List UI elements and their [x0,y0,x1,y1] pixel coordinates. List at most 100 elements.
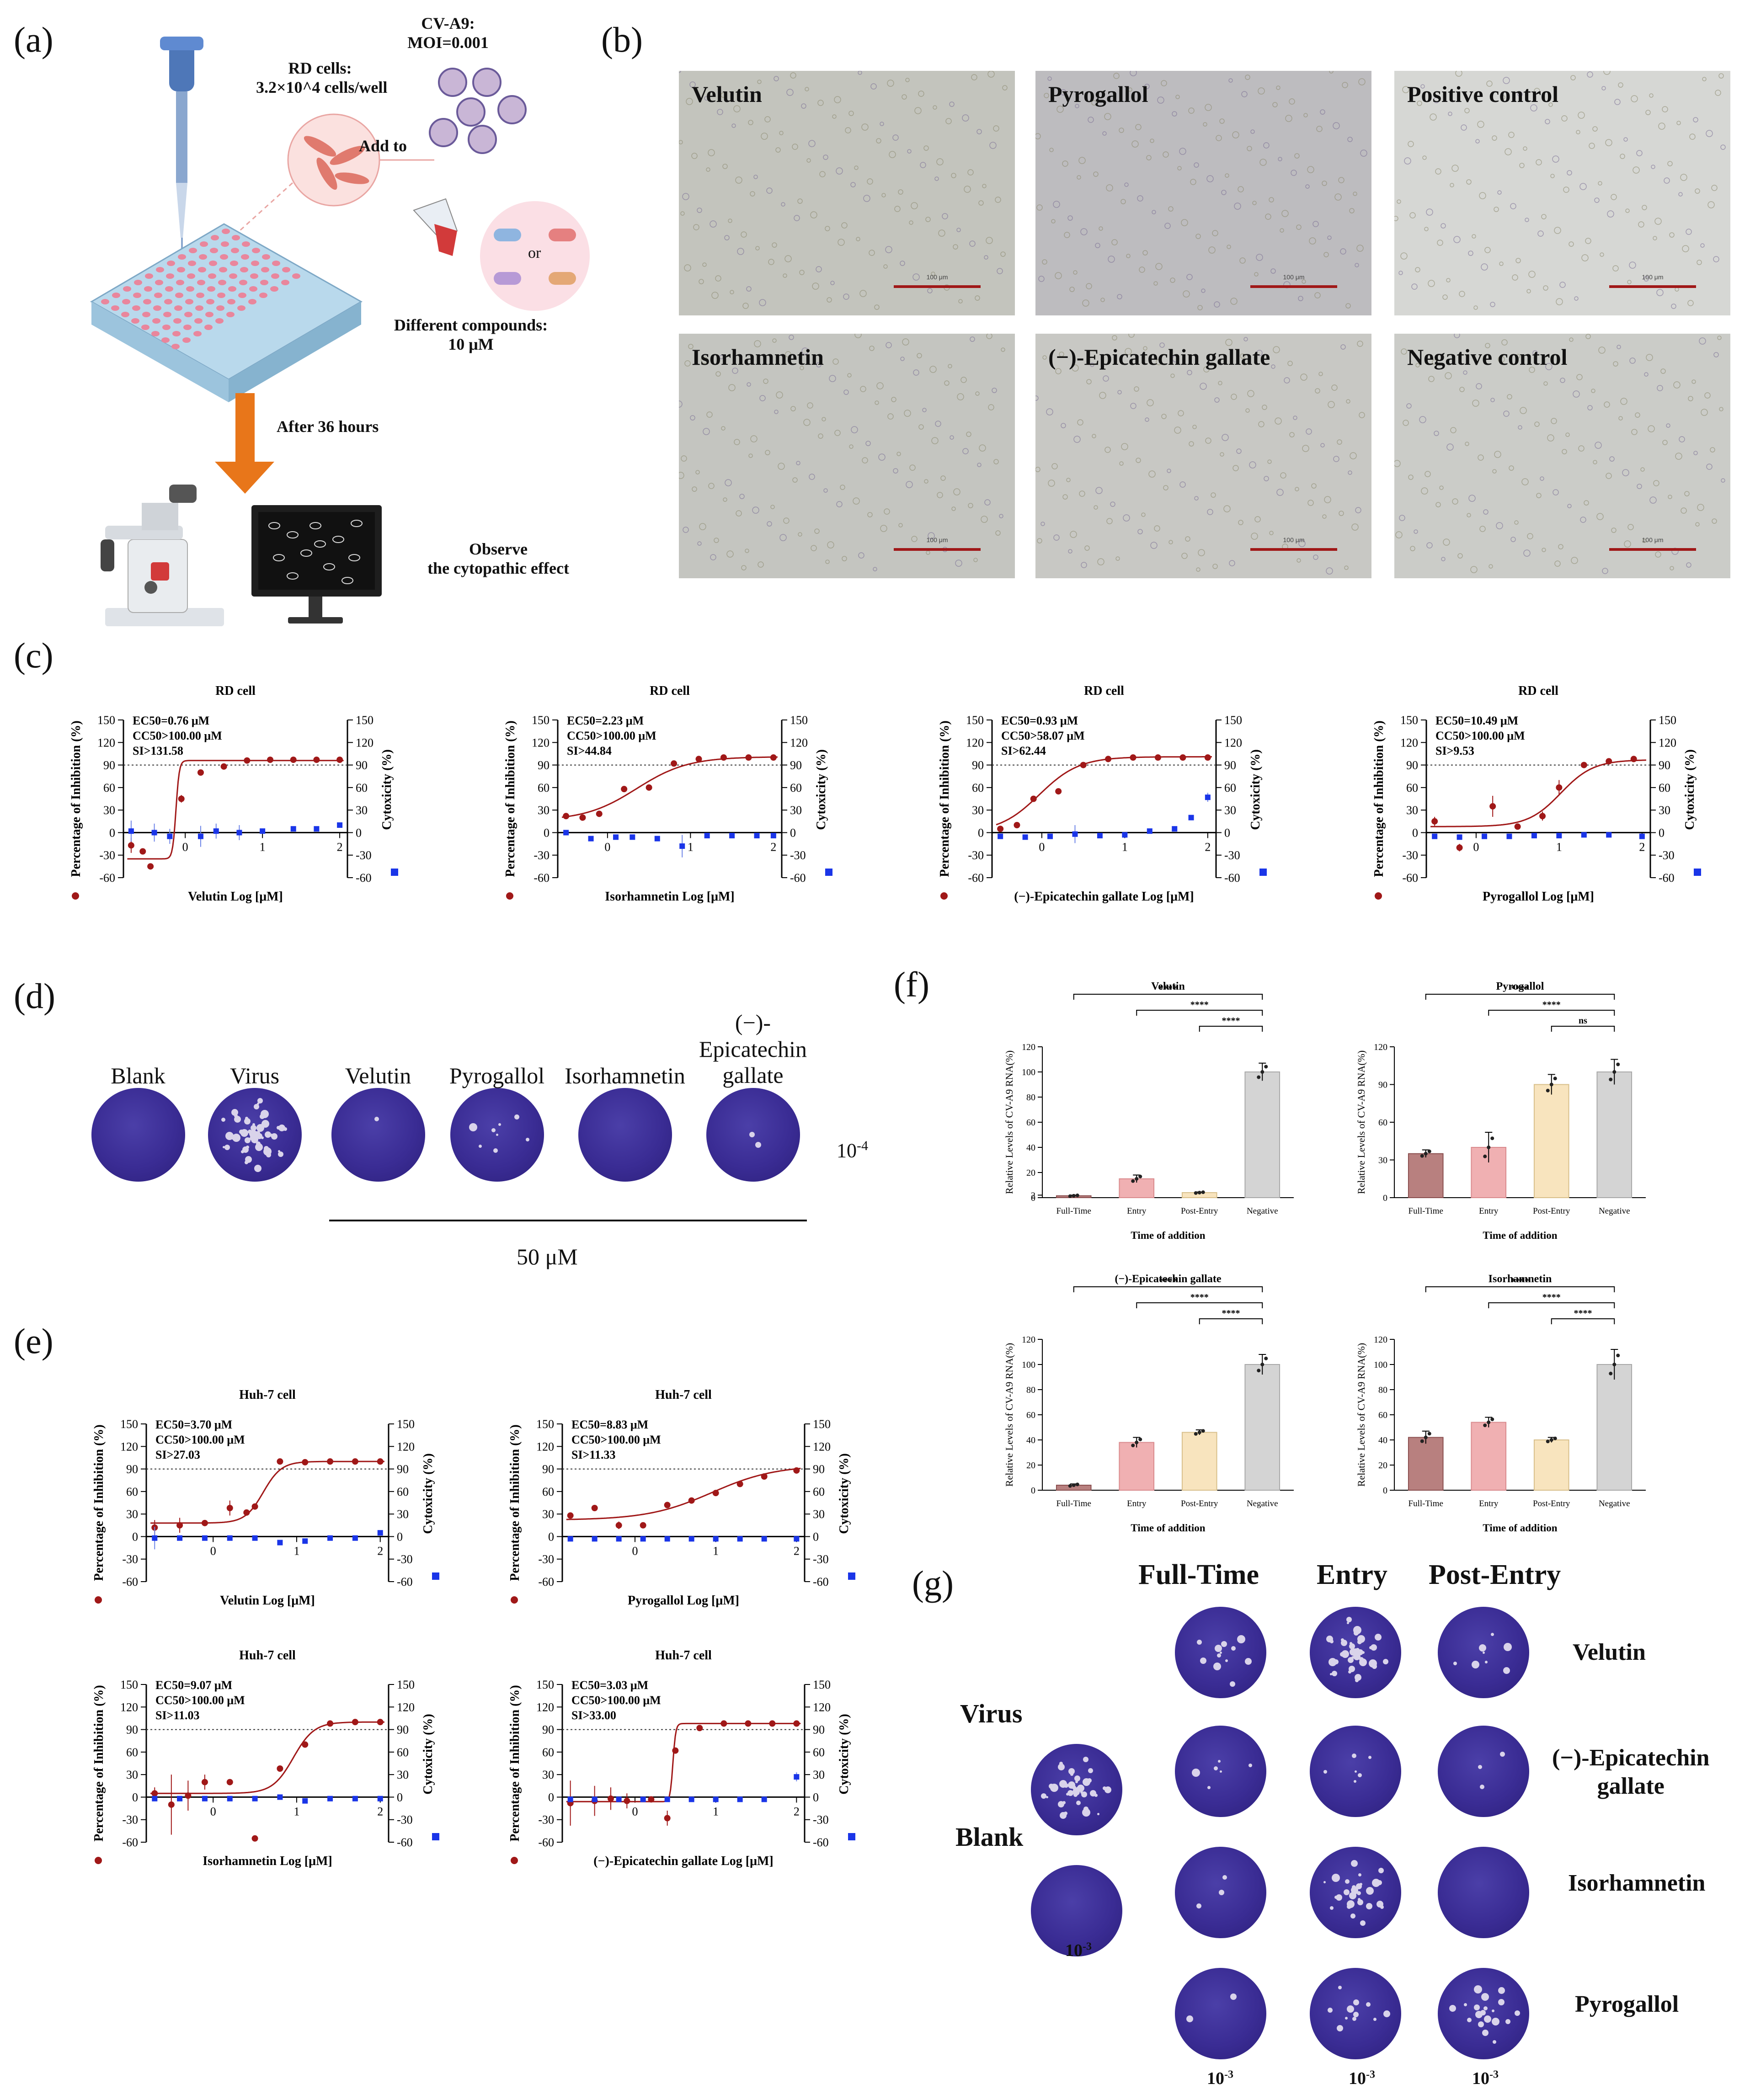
plate-well [228,286,236,292]
plaque [1080,1791,1083,1794]
y-tick-label: -30 [99,849,115,862]
plaque-dish-g [1310,1607,1401,1698]
micrograph-texture [1035,334,1365,575]
plaque [469,1123,477,1132]
plaque [245,1116,249,1120]
panel-label-b: (b) [601,20,643,59]
scale-bar: 100 μm [1609,536,1696,551]
y2-tick-label: 90 [813,1723,825,1737]
plaque [252,1123,255,1126]
plate-well [200,241,208,247]
cytotoxicity-point [1432,833,1438,839]
inhibition-point [624,1797,630,1804]
panel-label-f: (f) [894,965,929,1004]
y2-axis-label: Cytoxicity (%) [814,749,828,830]
dose-response-plot: RD cell EC50=2.23 μM CC50>100.00 μM SI>44.8… [503,684,832,904]
fit-curve [150,1721,384,1794]
plaque [1070,1773,1073,1776]
observe-label: Observe the cytopathic effect [427,540,569,577]
inhibition-point [769,1720,776,1727]
x-tick-label: 0 [1039,840,1045,853]
cytotoxicity-point [277,1540,283,1546]
y2-tick-label: 90 [397,1723,409,1737]
y-tick-label: 0 [1412,826,1418,839]
cytotoxicity-point [1188,815,1194,821]
y-tick-label: -30 [122,1553,138,1566]
plaque [1352,2017,1356,2021]
inhibition-point [1055,788,1062,795]
plaque [1083,1756,1089,1762]
cytotoxicity-point [252,1796,258,1802]
plaque [1040,1793,1046,1799]
cytotoxicity-point [567,1536,573,1542]
inhibition-point [640,1522,646,1529]
cytotoxicity-point [640,1796,646,1802]
plaque [1473,2004,1480,2011]
plaque [1219,1651,1222,1654]
plaque [251,1125,257,1131]
plaque [1471,1660,1479,1668]
plaque [1354,2012,1357,2015]
y-tick-label: 150 [120,1678,138,1691]
plaque [1231,1646,1236,1651]
inhibition-point [243,1509,250,1516]
plaque [1369,1646,1372,1649]
y2-tick-label: 0 [356,826,362,839]
y-axis-label: Percentage of Inhibition (%) [503,720,518,877]
cytotoxicity-point [1457,834,1462,840]
plate-well [204,325,213,330]
plate-well [270,286,278,292]
plate-well [215,318,224,324]
rd-cells-label: RD cells: 3.2×10^4 cells/well [256,59,388,96]
plaque [1323,1881,1326,1884]
plate-well [155,280,163,285]
y-tick-label: 0 [1031,1193,1035,1203]
plaque [1076,1787,1080,1791]
plate-well [186,286,194,292]
plaque [1225,1659,1228,1662]
chart-title: Huh-7 cell [655,1648,712,1663]
chart-annotation: CC50>100.00 μM [571,1433,661,1446]
plate-well [252,248,260,253]
y-tick-label: -60 [538,1836,554,1849]
plate-well [271,273,279,279]
y2-tick-label: -30 [790,849,806,862]
bar-plot: Isorhamnetin 0 20 40 60 80 100 120 Relative Leve… [1355,1273,1646,1534]
plaque [1347,1900,1355,1908]
inhibition-point [197,769,204,776]
chart-f2: Pyrogallol 0 30 60 90 120 Relative Levels of C… [1355,981,1646,1241]
plaque [1453,1661,1457,1665]
micrograph-title: Negative control [1407,344,1568,370]
x-tick-label: 0 [210,1544,216,1557]
micrograph-1: Velutin 100 μm [679,71,1015,315]
plaque [1248,1764,1252,1768]
inhibition-point [352,1719,358,1726]
plaque [1063,1811,1067,1815]
y2-tick-label: 30 [397,1768,409,1781]
blank-label-g: Blank [955,1822,1024,1852]
inhibition-point [1179,754,1186,761]
cytotoxicity-point [277,1794,283,1800]
inhibition-point [201,1779,208,1786]
plate-well [281,280,289,285]
inhibition-point [290,757,297,763]
bar-datapoint [1483,1154,1487,1158]
y2-tick-label: 120 [1224,736,1242,749]
y2-tick-label: 60 [397,1485,409,1498]
micrograph-title: Positive control [1407,81,1558,107]
x-tick-label: Negative [1247,1206,1278,1216]
cytotoxicity-point [761,1796,767,1802]
plate-well [240,267,248,272]
cytotoxicity-point [227,1796,233,1802]
plaque [1074,1775,1081,1782]
legend-cytotoxicity-marker [848,1572,855,1580]
y-tick-label: 0 [548,1791,554,1804]
dose-response-plot: RD cell EC50=0.93 μM CC50>58.07 μM SI>62.44… [938,684,1267,904]
plate-well [238,293,246,298]
plaque [1050,1783,1058,1792]
plaque [1216,1653,1221,1658]
plaque [1505,2019,1510,2024]
x-tick-label: 0 [1473,840,1479,853]
bar-datapoint [1487,1146,1491,1149]
inhibition-point [1014,822,1020,828]
